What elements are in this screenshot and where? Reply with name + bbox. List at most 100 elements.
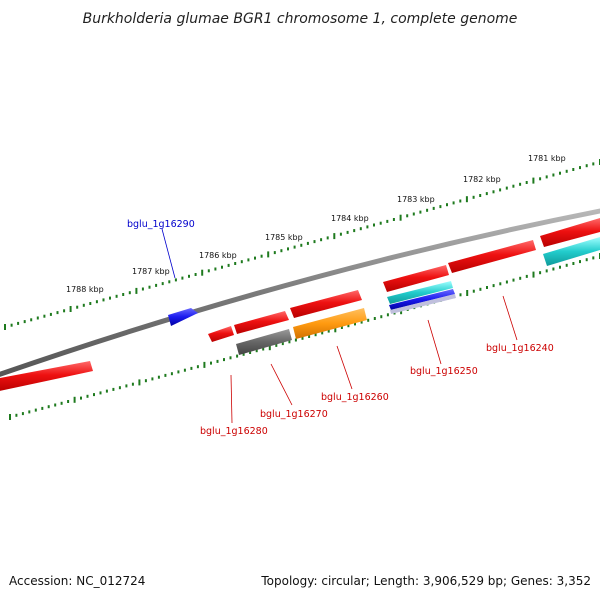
upper-tick bbox=[572, 168, 575, 171]
lower-tick bbox=[196, 365, 199, 369]
lower-tick bbox=[327, 329, 330, 333]
lower-tick bbox=[479, 287, 482, 291]
gene-bglu-1g16270-b[interactable] bbox=[290, 290, 362, 318]
lower-tick bbox=[73, 396, 76, 403]
upper-tick bbox=[432, 206, 435, 210]
upper-tick bbox=[313, 240, 316, 244]
gene-bglu-1g16250-a[interactable] bbox=[383, 265, 449, 292]
upper-tick bbox=[194, 273, 197, 276]
upper-tick bbox=[63, 309, 66, 313]
lower-tick bbox=[360, 320, 363, 324]
lower-tick bbox=[28, 410, 31, 414]
kbp-label-1785: 1785 kbp bbox=[265, 233, 303, 242]
upper-tick bbox=[89, 302, 92, 305]
upper-tick bbox=[188, 274, 190, 278]
gene-bglu-1g16260[interactable] bbox=[293, 308, 367, 339]
upper-tick bbox=[339, 232, 342, 236]
leader-bglu-1g16240 bbox=[502, 295, 518, 341]
lower-tick bbox=[505, 280, 508, 284]
kbp-label-1786: 1786 kbp bbox=[199, 251, 237, 260]
lower-tick bbox=[47, 405, 50, 409]
gene-right-red[interactable] bbox=[540, 218, 600, 247]
accession-text: Accession: NC_012724 bbox=[9, 574, 146, 588]
lower-tick bbox=[242, 352, 245, 356]
leader-bglu-1g16260 bbox=[336, 345, 353, 390]
lower-tick bbox=[229, 356, 232, 360]
gene-bglu-1g16280[interactable] bbox=[208, 326, 234, 342]
upper-tick bbox=[485, 192, 488, 196]
gene-bglu-1g16290[interactable] bbox=[168, 308, 198, 326]
lower-tick bbox=[80, 396, 82, 400]
lower-tick bbox=[354, 322, 356, 326]
gene-bglu-1g16250-b[interactable] bbox=[387, 281, 453, 304]
upper-tick bbox=[168, 280, 171, 284]
upper-tick bbox=[565, 169, 568, 173]
gene-label-bglu-1g16280[interactable]: bglu_1g16280 bbox=[200, 426, 268, 437]
lower-tick bbox=[93, 393, 95, 397]
lower-tick bbox=[301, 336, 304, 340]
lower-tick bbox=[164, 373, 167, 377]
lower-tick bbox=[21, 412, 24, 416]
upper-tick bbox=[373, 223, 375, 227]
gene-label-bglu-1g16290[interactable]: bglu_1g16290 bbox=[127, 219, 195, 230]
lower-tick bbox=[190, 366, 193, 370]
leader-bglu-1g16250 bbox=[427, 319, 442, 365]
lower-tick bbox=[308, 335, 311, 338]
upper-tick bbox=[379, 221, 382, 225]
lower-tick bbox=[131, 382, 134, 386]
gene-bglu-1g16240[interactable] bbox=[448, 240, 536, 273]
lower-tick bbox=[340, 326, 343, 329]
upper-tick bbox=[115, 294, 118, 298]
lower-tick bbox=[138, 379, 141, 386]
upper-tick bbox=[452, 201, 455, 205]
lower-tick bbox=[572, 262, 575, 265]
lower-tick bbox=[552, 267, 555, 271]
upper-tick bbox=[287, 247, 289, 251]
lower-tick bbox=[519, 276, 522, 280]
upper-tick bbox=[539, 177, 542, 181]
gene-bglu-1g16250-c[interactable] bbox=[389, 289, 455, 310]
gene-far-left[interactable] bbox=[0, 361, 93, 392]
upper-tick bbox=[300, 243, 303, 247]
upper-tick bbox=[155, 283, 158, 287]
lower-tick bbox=[236, 354, 239, 358]
lower-tick bbox=[60, 401, 63, 405]
lower-tick bbox=[592, 256, 595, 260]
label-leader-lines bbox=[161, 228, 518, 424]
gene-bglu-1g16250-d[interactable] bbox=[390, 294, 456, 314]
lower-tick bbox=[585, 258, 588, 262]
upper-tick bbox=[525, 181, 528, 184]
lower-tick bbox=[268, 344, 271, 351]
upper-tick bbox=[207, 269, 210, 273]
gene-right-cyan[interactable] bbox=[543, 237, 600, 266]
lower-tick bbox=[565, 263, 568, 267]
lower-tick bbox=[499, 282, 502, 286]
upper-tick bbox=[559, 171, 561, 175]
kbp-label-1788: 1788 kbp bbox=[66, 285, 104, 294]
lower-tick bbox=[579, 260, 581, 264]
upper-tick bbox=[234, 262, 237, 265]
gene-bglu-1g16280-b[interactable] bbox=[234, 311, 289, 334]
lower-tick bbox=[492, 284, 495, 288]
gene-label-bglu-1g16270[interactable]: bglu_1g16270 bbox=[260, 409, 328, 420]
upper-tick bbox=[260, 254, 263, 258]
upper-tick bbox=[426, 208, 429, 212]
upper-tick bbox=[43, 314, 46, 318]
gene-label-bglu-1g16260[interactable]: bglu_1g16260 bbox=[321, 392, 389, 403]
upper-tick bbox=[17, 321, 20, 325]
upper-tick bbox=[585, 164, 588, 168]
upper-tick bbox=[512, 184, 515, 188]
lower-tick bbox=[157, 375, 160, 379]
upper-tick bbox=[592, 162, 595, 166]
gene-label-bglu-1g16250[interactable]: bglu_1g16250 bbox=[410, 366, 478, 377]
upper-tick bbox=[359, 227, 362, 231]
gene-bglu-1g16270[interactable] bbox=[236, 329, 292, 355]
upper-tick bbox=[148, 285, 151, 289]
upper-tick bbox=[472, 195, 475, 199]
upper-tick bbox=[333, 233, 336, 240]
lower-tick bbox=[86, 394, 89, 398]
gene-label-bglu-1g16240[interactable]: bglu_1g16240 bbox=[486, 343, 554, 354]
upper-tick bbox=[102, 298, 105, 302]
lower-tick bbox=[380, 315, 383, 319]
